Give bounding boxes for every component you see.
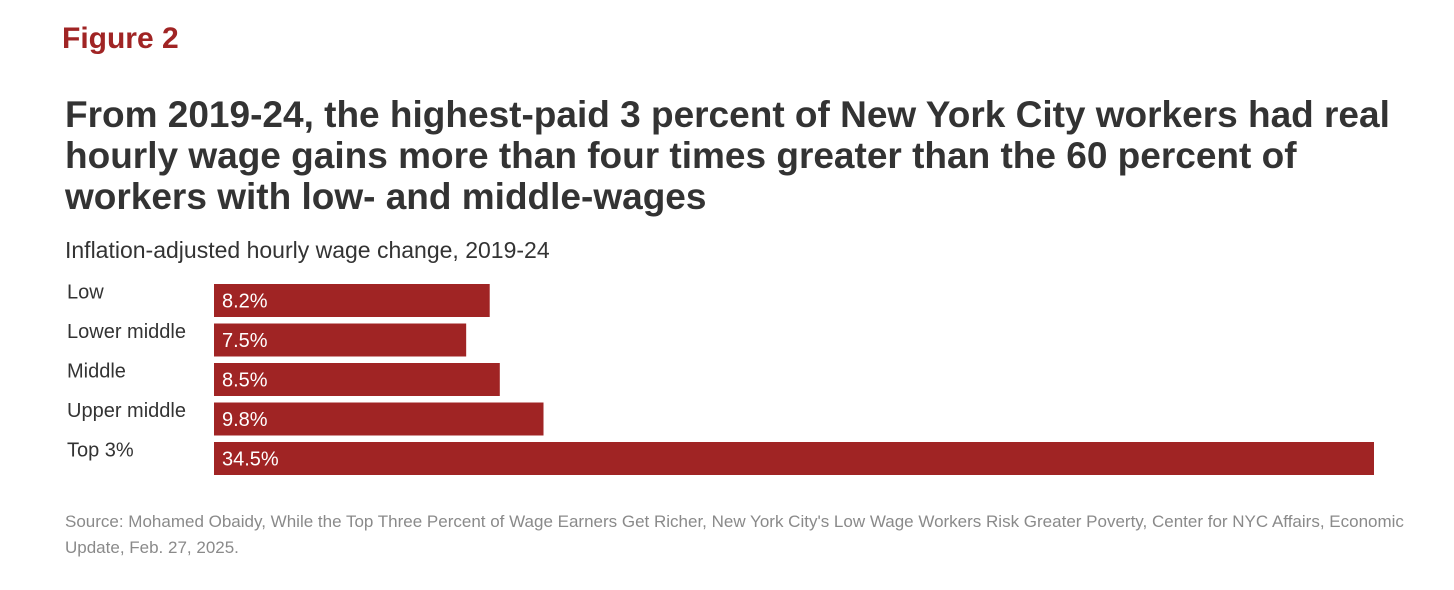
figure-label: Figure 2 — [62, 22, 179, 55]
value-label: 7.5% — [222, 330, 268, 352]
chart-subtitle: Inflation-adjusted hourly wage change, 2… — [65, 237, 550, 263]
bar-chart: Low 8.2% Lower middle 7.5% Middle 8.5% Upper m… — [67, 282, 1374, 475]
chart-title: From 2019-24, the highest-paid 3 percent… — [65, 94, 1390, 217]
category-label: Top 3% — [67, 440, 134, 462]
category-label: Lower middle — [67, 321, 186, 343]
value-label: 34.5% — [222, 449, 279, 471]
bar — [214, 323, 467, 357]
bar — [214, 363, 500, 396]
value-label: 8.5% — [222, 370, 268, 392]
source-note: Source: Mohamed Obaidy, While the Top Th… — [65, 512, 1404, 557]
bar — [214, 402, 544, 436]
category-label: Low — [67, 282, 104, 304]
value-label: 9.8% — [222, 409, 268, 431]
bar — [214, 442, 1374, 475]
category-label: Middle — [67, 361, 126, 383]
bar — [214, 284, 490, 317]
bars-layer: Low 8.2% Lower middle 7.5% Middle 8.5% Upper m… — [67, 282, 1374, 475]
value-label: 8.2% — [222, 291, 268, 313]
category-label: Upper middle — [67, 400, 186, 422]
